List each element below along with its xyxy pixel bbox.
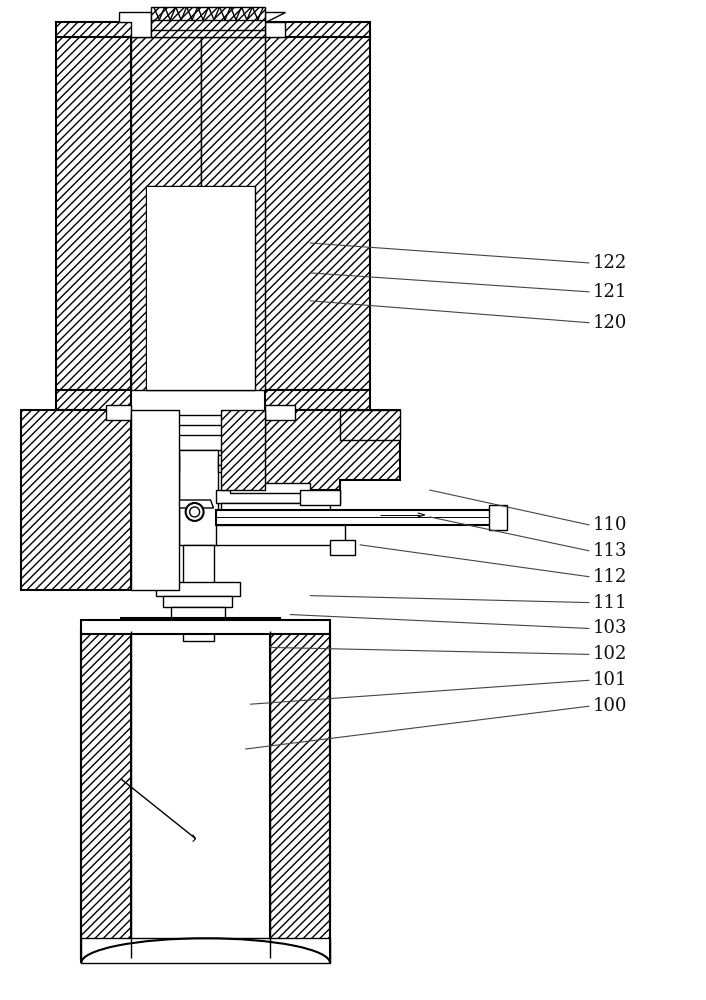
- Polygon shape: [217, 465, 234, 472]
- Polygon shape: [131, 37, 201, 390]
- Text: 112: 112: [593, 568, 628, 586]
- Polygon shape: [121, 618, 280, 631]
- Text: 100: 100: [593, 697, 628, 715]
- Bar: [146, 186, 256, 390]
- Polygon shape: [81, 620, 330, 634]
- Text: 101: 101: [593, 671, 628, 689]
- Bar: [131, 410, 179, 590]
- Polygon shape: [236, 435, 261, 455]
- Text: 113: 113: [593, 542, 628, 560]
- Polygon shape: [171, 607, 225, 618]
- Bar: [147, 187, 254, 389]
- Polygon shape: [163, 465, 179, 472]
- Bar: [220, 410, 265, 490]
- Bar: [340, 410, 400, 440]
- Polygon shape: [265, 405, 295, 420]
- Polygon shape: [56, 37, 131, 390]
- Polygon shape: [230, 483, 310, 493]
- Polygon shape: [215, 510, 499, 525]
- Text: 122: 122: [593, 254, 628, 272]
- Text: 103: 103: [593, 619, 628, 637]
- Circle shape: [186, 503, 203, 521]
- Polygon shape: [81, 631, 131, 958]
- Polygon shape: [159, 415, 237, 425]
- Polygon shape: [171, 618, 225, 631]
- Polygon shape: [81, 938, 330, 963]
- Bar: [300, 490, 340, 505]
- Polygon shape: [270, 631, 330, 958]
- Bar: [171, 435, 225, 450]
- Polygon shape: [21, 410, 131, 590]
- Polygon shape: [265, 390, 370, 410]
- Text: 121: 121: [593, 283, 628, 301]
- Bar: [179, 450, 217, 545]
- Polygon shape: [163, 596, 232, 607]
- Text: 110: 110: [593, 516, 628, 534]
- Text: 120: 120: [593, 314, 628, 332]
- Bar: [183, 545, 213, 585]
- Bar: [183, 629, 213, 641]
- Polygon shape: [236, 435, 261, 455]
- Polygon shape: [151, 7, 265, 37]
- Bar: [489, 505, 508, 530]
- Polygon shape: [131, 415, 159, 435]
- Polygon shape: [261, 618, 280, 631]
- Polygon shape: [156, 582, 241, 596]
- Polygon shape: [56, 390, 131, 410]
- Circle shape: [190, 507, 200, 517]
- Polygon shape: [215, 490, 340, 503]
- Text: 102: 102: [593, 645, 628, 663]
- Polygon shape: [237, 415, 265, 435]
- Polygon shape: [201, 37, 265, 390]
- Polygon shape: [265, 12, 285, 37]
- Polygon shape: [265, 410, 400, 490]
- Polygon shape: [136, 435, 161, 455]
- Polygon shape: [119, 12, 151, 37]
- Polygon shape: [330, 540, 355, 555]
- Polygon shape: [106, 405, 131, 420]
- Polygon shape: [217, 455, 234, 465]
- Polygon shape: [265, 37, 370, 390]
- Polygon shape: [163, 455, 179, 465]
- Polygon shape: [220, 503, 330, 510]
- Polygon shape: [56, 22, 370, 37]
- Polygon shape: [215, 525, 345, 545]
- Polygon shape: [176, 500, 213, 508]
- Text: 111: 111: [593, 594, 628, 612]
- Polygon shape: [121, 618, 140, 631]
